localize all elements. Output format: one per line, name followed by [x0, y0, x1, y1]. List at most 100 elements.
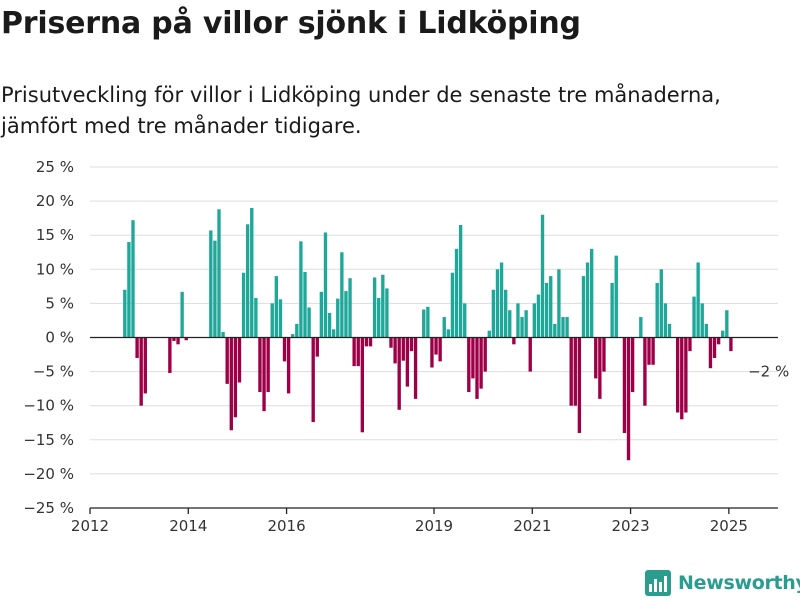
bar — [127, 242, 131, 338]
bar — [254, 297, 258, 338]
bar — [721, 330, 725, 338]
bar — [180, 291, 184, 338]
tick-labels: 25 % 20 % 15 % 10 % 5 % 0 % −5 % −10 % −15 % −20 … — [23, 158, 789, 535]
bar — [622, 337, 627, 433]
bar — [553, 323, 557, 338]
bar — [479, 337, 483, 389]
bar — [401, 337, 405, 361]
bar — [245, 224, 250, 338]
y-tick-label: −20 % — [23, 465, 74, 483]
bar — [729, 337, 733, 352]
bar — [491, 289, 496, 338]
bar — [274, 276, 279, 338]
bar — [602, 337, 606, 372]
bar — [544, 282, 549, 338]
bar — [282, 337, 287, 362]
bar — [708, 337, 713, 369]
y-tick-label: 15 % — [36, 226, 74, 244]
bar — [360, 337, 365, 433]
bar — [565, 317, 569, 338]
bar — [581, 276, 586, 338]
bars — [123, 207, 733, 461]
bar — [712, 337, 717, 358]
bar — [209, 230, 213, 338]
bar — [270, 303, 274, 338]
bar — [532, 303, 537, 338]
bar — [598, 337, 602, 399]
bar — [225, 337, 229, 384]
bar — [557, 269, 561, 338]
bar — [405, 337, 410, 387]
newsworthy-logo: Newsworthy — [645, 570, 800, 596]
bar — [569, 337, 573, 406]
bar — [561, 317, 565, 338]
bar — [458, 224, 463, 338]
bar — [168, 337, 172, 373]
bar — [659, 269, 663, 338]
bar — [475, 337, 479, 399]
bar — [536, 294, 541, 338]
bar — [323, 232, 328, 338]
bar — [372, 277, 377, 338]
bar — [184, 337, 188, 341]
bar — [217, 209, 221, 338]
newsworthy-wordmark: Newsworthy — [678, 572, 800, 594]
bar — [577, 337, 582, 433]
bar — [397, 337, 401, 410]
bar — [651, 337, 655, 365]
x-tick-label: 2016 — [267, 517, 305, 535]
bar — [614, 255, 618, 338]
bar — [626, 337, 631, 461]
bar — [434, 337, 438, 355]
bar — [663, 303, 668, 338]
bar — [331, 329, 336, 338]
bar — [585, 262, 590, 338]
bar — [344, 291, 348, 338]
bar — [700, 303, 704, 338]
bar — [704, 323, 709, 338]
bar — [299, 241, 303, 338]
bar — [389, 337, 393, 348]
bar — [291, 334, 295, 338]
bar — [696, 262, 700, 338]
bar — [487, 330, 491, 338]
newsworthy-logo-icon — [645, 570, 671, 596]
y-tick-label: 25 % — [36, 158, 74, 176]
bar — [123, 289, 127, 338]
bar — [278, 299, 283, 338]
bar — [315, 337, 319, 357]
x-tick-label: 2023 — [611, 517, 649, 535]
bar — [540, 214, 545, 338]
bar — [426, 306, 430, 338]
bar — [483, 337, 487, 372]
bar — [692, 296, 696, 338]
axes — [89, 336, 778, 514]
bar — [589, 248, 594, 338]
bar — [516, 303, 520, 338]
bar — [233, 337, 238, 418]
bar — [258, 337, 262, 393]
bar — [221, 332, 225, 338]
bar — [368, 337, 373, 347]
bar — [307, 307, 311, 338]
bar — [573, 337, 577, 406]
bar — [512, 337, 516, 345]
bar — [213, 240, 217, 338]
bar — [176, 337, 180, 345]
bar — [381, 274, 385, 338]
bar — [393, 337, 397, 364]
bar — [422, 309, 426, 338]
bar — [716, 337, 721, 345]
x-tick-label: 2012 — [71, 517, 109, 535]
bar — [463, 303, 467, 338]
bar — [647, 337, 651, 365]
bar — [377, 297, 381, 338]
bar — [352, 337, 356, 367]
bar — [495, 269, 500, 338]
bar — [680, 337, 684, 420]
bar — [639, 317, 643, 338]
bar — [303, 272, 307, 338]
x-tick-label: 2019 — [415, 517, 453, 535]
bar — [135, 337, 139, 358]
